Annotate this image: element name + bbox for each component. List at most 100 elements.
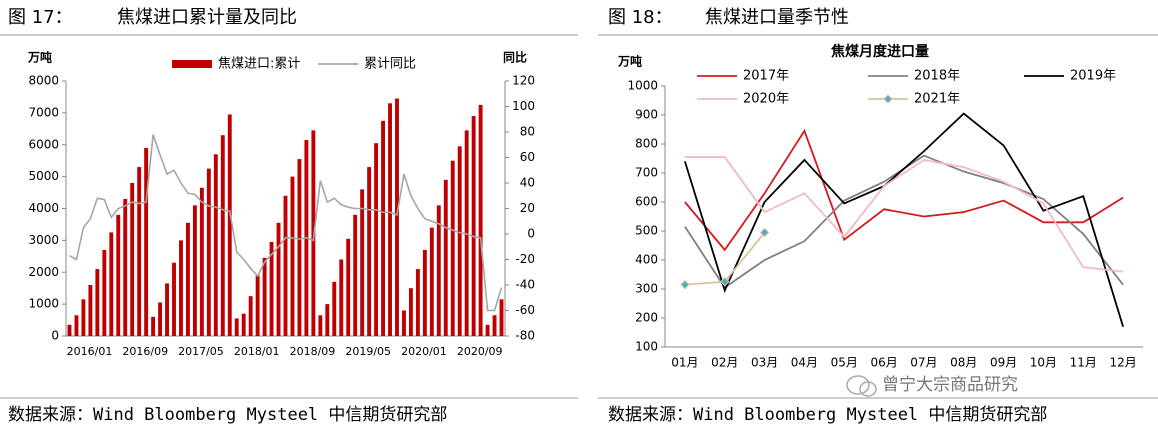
bar — [360, 189, 365, 336]
y-tick-label: 100 — [635, 340, 658, 354]
legend-label: 2020年 — [743, 92, 789, 107]
y-tick-label: 800 — [635, 137, 658, 151]
bar — [185, 222, 190, 336]
bar — [241, 313, 246, 336]
bar — [325, 304, 330, 336]
bar — [311, 130, 316, 336]
x-tick-label: 06月 — [870, 356, 897, 370]
source: 数据来源：Wind Bloomberg Mysteel 中信期货研究部 — [608, 405, 1047, 425]
y-tick-label: 2000 — [28, 265, 59, 279]
y-tick-label: 300 — [635, 282, 658, 296]
y2-axis-label: 同比 — [503, 50, 527, 65]
line — [684, 112, 1124, 327]
x-tick-label: 02月 — [711, 356, 738, 370]
y-tick-label: 1000 — [627, 79, 658, 93]
bar — [220, 135, 225, 336]
bar — [408, 288, 413, 336]
y2-tick-label: -40 — [515, 278, 535, 292]
bar — [123, 198, 128, 336]
bar — [165, 283, 169, 336]
bar — [255, 275, 260, 336]
watermark-icon — [846, 375, 877, 397]
legend-label: 2019年 — [1070, 69, 1116, 84]
bar — [388, 103, 392, 336]
x-tick-label: 2020/01 — [401, 345, 447, 358]
line — [684, 156, 1124, 273]
bar — [485, 324, 490, 336]
bar — [290, 176, 295, 336]
x-tick-label: 2017/05 — [178, 345, 224, 358]
y2-tick-label: 0 — [527, 227, 535, 241]
y-tick-label: 1000 — [28, 297, 59, 311]
bar — [429, 227, 434, 336]
x-tick-label: 2016/01 — [67, 345, 113, 358]
x-tick-label: 09月 — [990, 356, 1017, 370]
watermark: 曾宁大宗商品研究 — [882, 375, 1018, 395]
bar — [74, 315, 79, 336]
legend-label: 2018年 — [914, 69, 960, 84]
x-tick-label: 2019/05 — [345, 345, 391, 358]
y2-tick-label: 120 — [512, 74, 535, 88]
y-tick-label: 200 — [635, 311, 658, 325]
bar — [95, 269, 100, 336]
marker — [680, 279, 690, 290]
y2-tick-label: 20 — [520, 201, 535, 215]
bar — [67, 324, 72, 336]
bar — [151, 316, 156, 336]
bar — [297, 159, 302, 336]
figure-title: 焦煤进口量季节性 — [705, 7, 849, 28]
legend-label: 累计同比 — [364, 57, 416, 72]
y-tick-label: 4000 — [28, 201, 59, 215]
x-tick-label: 11月 — [1070, 356, 1097, 370]
bar — [478, 104, 483, 336]
bar — [81, 299, 86, 336]
y-tick-label: 900 — [635, 108, 658, 122]
line — [69, 134, 503, 312]
y2-tick-label: 40 — [520, 176, 535, 190]
bar — [422, 249, 427, 336]
y-tick-label: 400 — [635, 253, 658, 267]
y-tick-label: 6000 — [28, 137, 59, 151]
bar — [269, 241, 274, 336]
bar — [213, 154, 218, 336]
bar — [276, 222, 281, 336]
legend-label: 2021年 — [914, 92, 960, 107]
bar — [172, 262, 176, 336]
x-tick-label: 10月 — [1030, 356, 1057, 370]
bar — [206, 168, 211, 336]
figure-title: 焦煤进口累计量及同比 — [117, 7, 297, 28]
bar — [179, 240, 183, 336]
y2-tick-label: -60 — [515, 303, 535, 317]
figure-label: 图 17： — [8, 7, 73, 28]
bar — [402, 310, 406, 336]
y2-tick-label: -20 — [515, 252, 535, 266]
y-tick-label: 0 — [51, 329, 59, 343]
source: 数据来源：Wind Bloomberg Mysteel 中信期货研究部 — [8, 405, 447, 425]
x-tick-label: 2018/09 — [290, 345, 336, 358]
y-tick-label: 3000 — [28, 233, 59, 247]
y-tick-label: 700 — [635, 166, 658, 180]
bar — [109, 232, 114, 336]
bar — [346, 238, 351, 336]
bar — [234, 318, 239, 336]
x-tick-label: 04月 — [791, 356, 818, 370]
x-tick-label: 08月 — [950, 356, 977, 370]
legend-swatch — [172, 60, 212, 68]
bar — [332, 281, 337, 336]
legend-marker — [883, 94, 893, 104]
bar — [339, 259, 344, 336]
bar — [88, 285, 93, 336]
bar — [457, 146, 462, 336]
bar — [318, 315, 323, 336]
legend-label: 2017年 — [743, 69, 789, 84]
x-tick-label: 03月 — [751, 356, 778, 370]
bar — [374, 143, 379, 336]
y-axis-label: 万吨 — [617, 54, 642, 69]
bar — [471, 116, 476, 336]
bar — [353, 214, 358, 336]
bar — [262, 257, 267, 336]
bar — [415, 269, 420, 336]
y-tick-label: 7000 — [28, 105, 59, 119]
chart-title: 焦煤月度进口量 — [830, 43, 929, 60]
